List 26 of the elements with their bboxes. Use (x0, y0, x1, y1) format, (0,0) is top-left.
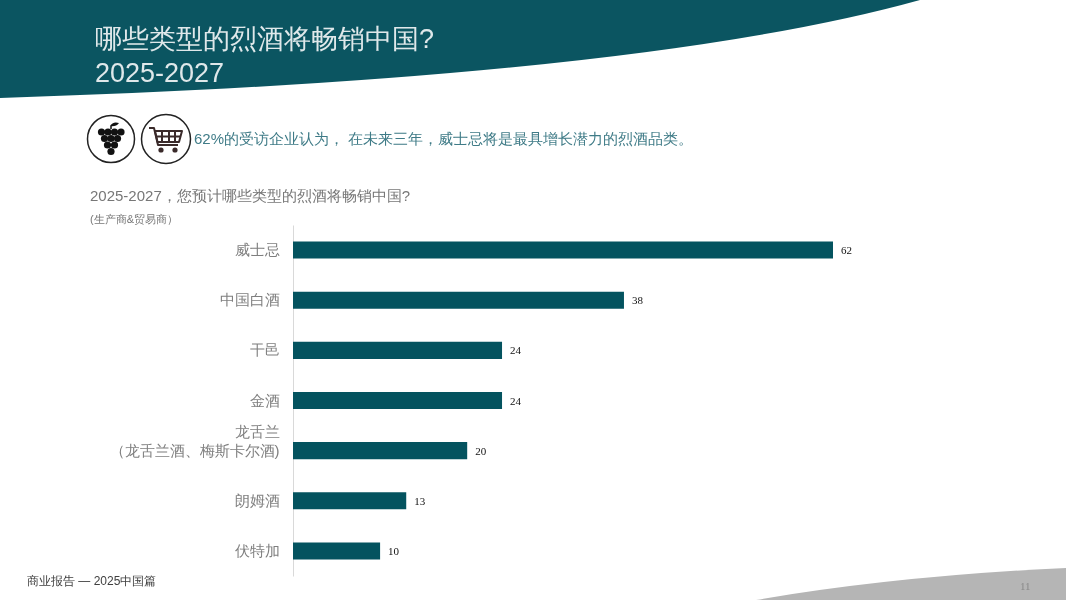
data-label: 24 (510, 344, 522, 357)
data-label: 13 (414, 494, 426, 507)
text: 商业报告 — 2025中国篇 (27, 573, 157, 590)
y-tick-label: 朗姆酒 (234, 491, 280, 509)
chart-subtitle: 2025-2027，您预计哪些类型的烈酒将畅销中国? (90, 187, 411, 206)
data-label: 20 (475, 444, 487, 457)
text: (生产商&贸易商） (90, 212, 178, 227)
y-tick-label: 伏特加 (234, 541, 280, 559)
data-label: 38 (631, 294, 644, 307)
data-label: 10 (388, 544, 400, 557)
y-tick-label: 干邑 (249, 341, 280, 359)
text: 62%的受访企业认为， 在未来三年，威士忌将是最具增长潜力的烈酒品类。 (194, 130, 694, 149)
bar (293, 542, 381, 560)
chart-title: 哪些类型的烈酒将畅销中国? 2025-2027 (95, 23, 435, 90)
bar (293, 391, 503, 410)
bar (293, 291, 624, 309)
data-label: 62 (841, 244, 852, 257)
bar (293, 492, 407, 510)
bar (293, 241, 833, 259)
bar (293, 341, 503, 359)
y-tick-label: 威士忌 (234, 241, 280, 259)
data-label: 24 (510, 394, 522, 407)
bar (293, 442, 468, 460)
y-tick-label: 龙舌兰（龙舌兰酒、梅斯卡尔酒) (109, 422, 280, 459)
y-tick-label: 中国白酒 (219, 291, 280, 309)
y-tick-label: 金酒 (249, 391, 280, 409)
